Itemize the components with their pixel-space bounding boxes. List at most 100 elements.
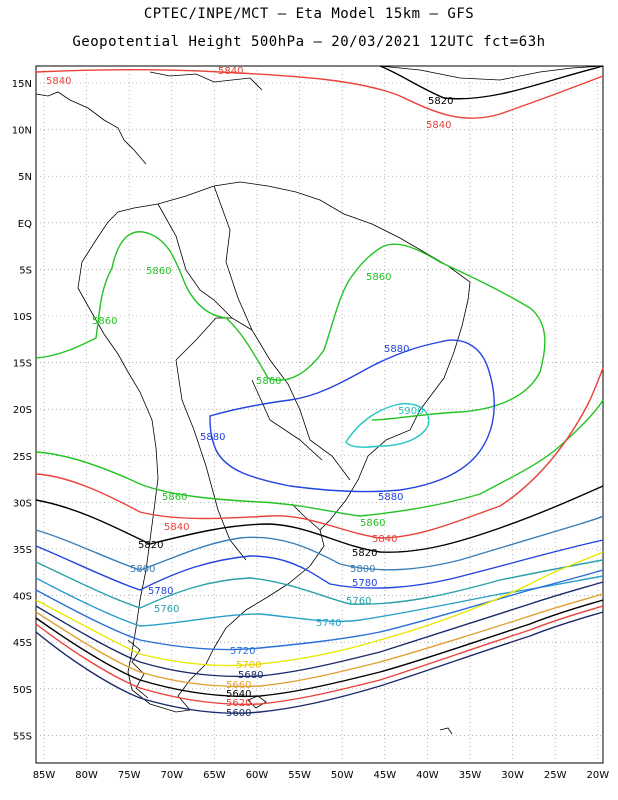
south-america-coast — [77, 181, 471, 713]
contour-label: 5800 — [350, 564, 375, 575]
longitude-tick-label: 55W — [288, 770, 311, 781]
contour-5720 — [35, 569, 604, 651]
uruguay-border — [291, 503, 321, 531]
contour-label: 5780 — [148, 586, 173, 597]
contour-label: 5860 — [162, 492, 187, 503]
contour-5840-south — [35, 367, 604, 539]
contour-5600 — [35, 611, 604, 714]
latitude-tick-label: 20S — [13, 405, 32, 416]
longitude-tick-label: 85W — [33, 770, 56, 781]
map-frame — [35, 65, 604, 764]
latitude-tick-label: 5N — [18, 172, 32, 183]
contour-5760 — [35, 559, 604, 609]
contour-label: 5900 — [398, 406, 423, 417]
latitude-tick-label: 15S — [13, 359, 32, 370]
contour-5900 — [345, 403, 430, 448]
contour-label: 5880 — [200, 432, 225, 443]
contour-label: 5840 — [218, 66, 243, 77]
graticule — [36, 66, 603, 763]
contour-label: 5600 — [226, 708, 251, 719]
contour-5820-north — [379, 65, 604, 100]
contour-label: 5740 — [316, 618, 341, 629]
contour-label: 5840 — [426, 120, 451, 131]
contour-label: 5720 — [230, 646, 255, 657]
longitude-tick-label: 30W — [501, 770, 524, 781]
contour-label: 5860 — [366, 272, 391, 283]
contour-label: 5760 — [346, 596, 371, 607]
contour-label: 5840 — [372, 534, 397, 545]
longitude-tick-label: 80W — [75, 770, 98, 781]
chile-islands — [127, 639, 149, 699]
longitude-tick-label: 60W — [246, 770, 269, 781]
latitude-tick-label: 10N — [12, 126, 32, 137]
contour-label: 5840 — [164, 522, 189, 533]
contour-5740 — [35, 575, 604, 627]
brazil-west-border — [213, 185, 351, 481]
contour-5820-south — [35, 485, 604, 553]
contour-lines — [35, 65, 604, 714]
latitude-tick-label: EQ — [18, 219, 32, 230]
contour-label: 5780 — [352, 578, 377, 589]
central-america-coast — [35, 91, 147, 165]
latitude-tick-label: 50S — [13, 685, 32, 696]
latitude-axis: 15N 10N 5N EQ 5S 10S 15S 20S 25S 30S 35S 40S 45S 50S 5… — [12, 79, 32, 742]
contour-5620 — [35, 605, 604, 706]
contour-label: 5640 — [226, 689, 251, 700]
paraguay-border — [251, 379, 323, 461]
contour-5680 — [35, 581, 604, 678]
caribbean-coast — [149, 71, 263, 91]
south-georgia — [439, 727, 453, 735]
longitude-tick-label: 40W — [416, 770, 439, 781]
contour-label: 5800 — [130, 564, 155, 575]
latitude-tick-label: 55S — [13, 731, 32, 742]
longitude-axis: 85W 80W 75W 70W 65W 60W 55W 50W 45W 40W 35W 30W 25W 2… — [33, 770, 610, 781]
latitude-tick-label: 10S — [13, 312, 32, 323]
latitude-tick-label: 35S — [13, 545, 32, 556]
latitude-tick-label: 25S — [13, 452, 32, 463]
contour-5860-south — [35, 399, 604, 517]
contour-label: 5660 — [226, 680, 251, 691]
map-subtitle: Geopotential Height 500hPa – 20/03/2021 … — [72, 34, 546, 50]
contour-5660 — [35, 593, 604, 688]
latitude-tick-label: 5S — [19, 265, 32, 276]
contour-label: 5680 — [238, 670, 263, 681]
contour-label: 5880 — [378, 492, 403, 503]
contour-5640 — [35, 599, 604, 698]
contour-label: 5760 — [154, 604, 179, 615]
contour-5780 — [35, 539, 604, 591]
contour-label: 5860 — [256, 376, 281, 387]
contour-label: 5820 — [138, 540, 163, 551]
contour-5700 — [35, 551, 604, 667]
longitude-tick-label: 50W — [331, 770, 354, 781]
contour-label: 5860 — [92, 316, 117, 327]
latitude-tick-label: 30S — [13, 498, 32, 509]
contour-5860-main — [35, 231, 546, 421]
latitude-tick-label: 15N — [12, 79, 32, 90]
longitude-tick-label: 45W — [373, 770, 396, 781]
falkland-islands — [247, 695, 267, 709]
longitude-tick-label: 20W — [586, 770, 609, 781]
colombia-peru-border — [157, 203, 233, 319]
latitude-tick-label: 45S — [13, 638, 32, 649]
longitude-tick-label: 65W — [203, 770, 226, 781]
contour-label: 5700 — [236, 660, 261, 671]
contour-label: 5860 — [146, 266, 171, 277]
contour-label: 5820 — [352, 548, 377, 559]
contour-label: 5820 — [428, 96, 453, 107]
longitude-tick-label: 75W — [118, 770, 141, 781]
longitude-tick-label: 35W — [459, 770, 482, 781]
contour-label: 5860 — [360, 518, 385, 529]
contour-label: 5840 — [46, 76, 71, 87]
contour-label: 5880 — [384, 344, 409, 355]
coastlines — [35, 65, 604, 735]
bolivia-border — [175, 317, 253, 361]
contour-5800 — [35, 515, 604, 571]
africa-coast — [379, 65, 604, 81]
longitude-tick-label: 70W — [160, 770, 183, 781]
contour-label: 5620 — [226, 698, 251, 709]
longitude-tick-label: 25W — [544, 770, 567, 781]
contour-labels: 5840 5840 5820 5840 5860 5860 5860 5880 … — [46, 66, 453, 719]
contour-5880 — [209, 339, 495, 493]
map-title: CPTEC/INPE/MCT – Eta Model 15km – GFS — [143, 6, 475, 22]
